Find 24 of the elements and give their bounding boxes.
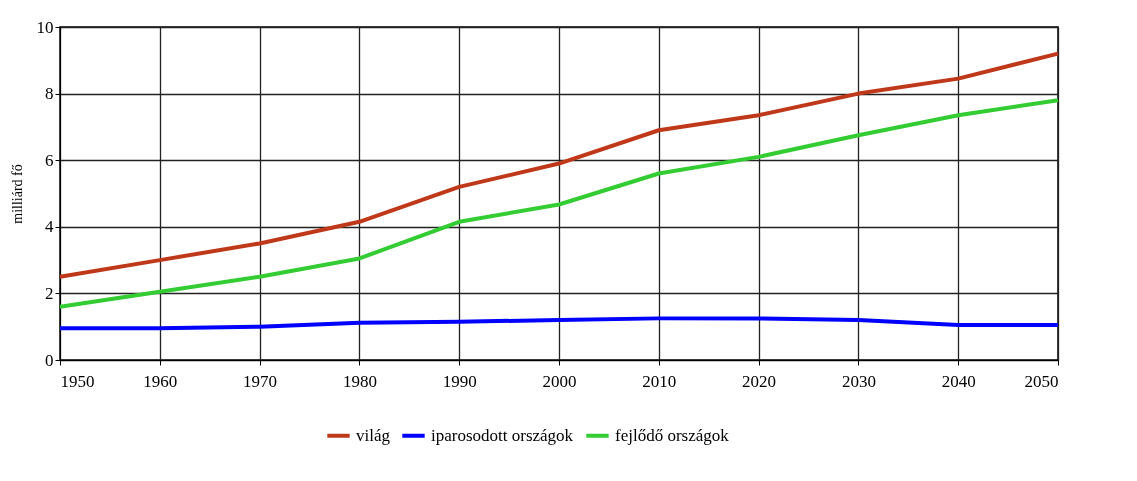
y-axis-title: milliárd fő [9, 164, 25, 224]
x-tick-label: 2050 [1024, 371, 1059, 391]
x-tick-label: 2040 [941, 371, 976, 391]
x-tick-label: 1980 [342, 371, 377, 391]
y-tick-label: 10 [36, 17, 54, 37]
x-tick-label: 2030 [841, 371, 876, 391]
y-tick-label: 6 [45, 150, 54, 170]
x-tick-label: 1970 [243, 371, 278, 391]
y-tick-label: 4 [45, 217, 54, 237]
x-tick-label: 2020 [742, 371, 777, 391]
x-tick-label: 1990 [442, 371, 477, 391]
x-tick-label: 1950 [60, 371, 95, 391]
x-tick-label: 2000 [542, 371, 577, 391]
x-tick-label: 1960 [143, 371, 178, 391]
line-series [58, 316, 1060, 331]
line-series [58, 51, 1060, 279]
y-tick-label: 8 [45, 84, 54, 104]
legend-label: iparosodott országok [431, 425, 574, 445]
y-tick-label: 0 [45, 350, 54, 370]
legend-label: fejlődő országok [615, 425, 730, 445]
line-series [58, 98, 1060, 309]
x-tick-label: 2010 [642, 371, 677, 391]
legend-label: világ [356, 425, 391, 445]
y-tick-label: 2 [45, 283, 54, 303]
